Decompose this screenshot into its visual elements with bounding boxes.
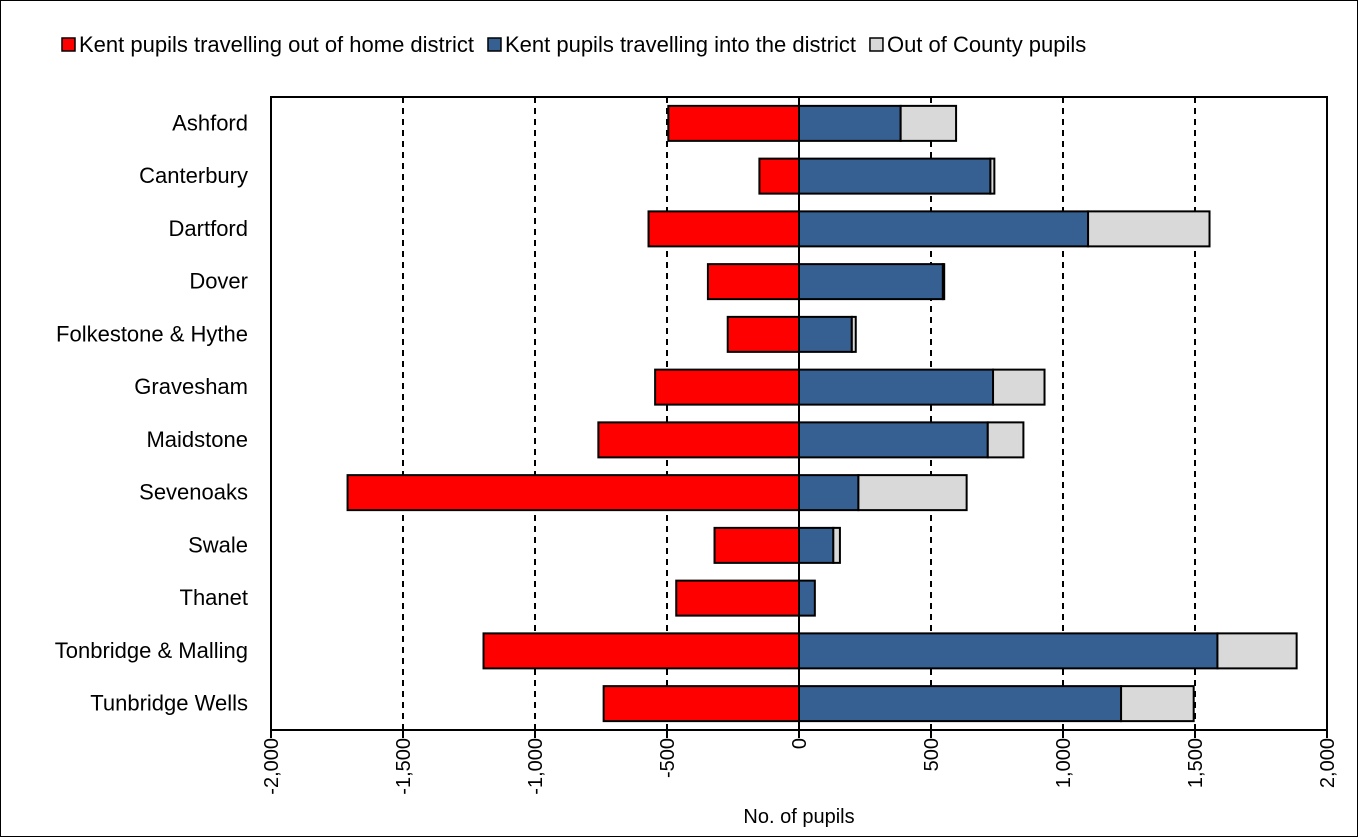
bar-segment (482, 632, 800, 670)
bar-segment (654, 368, 800, 406)
bar-segment (798, 474, 860, 512)
legend-label: Kent pupils travelling into the district (505, 32, 856, 57)
legend-swatch (869, 37, 884, 52)
legend: Kent pupils travelling out of home distr… (61, 32, 1086, 57)
bar-segment (986, 421, 1025, 459)
bar-segment (346, 474, 800, 512)
bar-segment (798, 421, 989, 459)
category-label: Folkestone & Hythe (56, 321, 248, 346)
x-tick-label: -1,000 (525, 738, 547, 795)
bar-segment (758, 157, 801, 195)
bar-segment (602, 685, 801, 723)
category-label: Gravesham (134, 374, 248, 399)
category-label: Swale (188, 532, 248, 557)
x-tick-label: 0 (789, 738, 811, 749)
bar-segment (1120, 685, 1195, 723)
bar-segment (726, 315, 800, 353)
category-label: Ashford (172, 110, 248, 135)
bar-segment (798, 263, 944, 301)
legend-swatch (61, 37, 76, 52)
category-label: Tunbridge Wells (90, 691, 248, 716)
category-labels: Ashford Canterbury Dartford Dover Folkestone… (55, 110, 248, 715)
category-label: Sevenoaks (139, 480, 248, 505)
bar-segment (713, 526, 801, 564)
bar-segment (850, 315, 857, 353)
x-tick-label: -1,500 (393, 738, 415, 795)
bar-segment (647, 210, 801, 248)
bars (346, 97, 1298, 730)
x-axis-ticks: -2,000 -1,500 -1,000 -500 0 500 1,000 1,500 2,00… (261, 730, 1339, 795)
bar-segment (832, 526, 841, 564)
bar-segment (992, 368, 1046, 406)
bar-segment (798, 685, 1123, 723)
bar-segment (1216, 632, 1298, 670)
legend-swatch (487, 37, 502, 52)
x-tick-label: 500 (921, 738, 943, 771)
legend-label: Out of County pupils (887, 32, 1086, 57)
bar-segment (857, 474, 968, 512)
category-label: Maidstone (146, 427, 248, 452)
bar-segment (798, 368, 995, 406)
bar-segment (675, 579, 800, 617)
x-tick-label: 1,000 (1053, 738, 1075, 788)
bar-segment (798, 632, 1219, 670)
bar-segment (798, 526, 835, 564)
category-label: Tonbridge & Malling (55, 638, 248, 663)
bar-segment (798, 157, 992, 195)
x-tick-label: 1,500 (1185, 738, 1207, 788)
x-tick-label: 2,000 (1317, 738, 1339, 788)
bar-segment (941, 263, 946, 301)
x-tick-label: -2,000 (261, 738, 283, 795)
bar-segment (1087, 210, 1211, 248)
x-tick-label: -500 (657, 738, 679, 778)
x-axis-title: No. of pupils (743, 806, 854, 828)
legend-label: Kent pupils travelling out of home distr… (79, 32, 474, 57)
category-label: Thanet (180, 585, 249, 610)
bar-segment (798, 104, 902, 142)
category-label: Canterbury (139, 163, 248, 188)
bar-segment (667, 104, 800, 142)
category-label: Dover (189, 269, 248, 294)
bar-segment (798, 579, 816, 617)
bar-segment (706, 263, 800, 301)
bar-segment (899, 104, 958, 142)
category-label: Dartford (169, 216, 248, 241)
bar-segment (597, 421, 800, 459)
bar-segment (798, 210, 1090, 248)
bar-segment (989, 157, 996, 195)
bar-segment (798, 315, 853, 353)
